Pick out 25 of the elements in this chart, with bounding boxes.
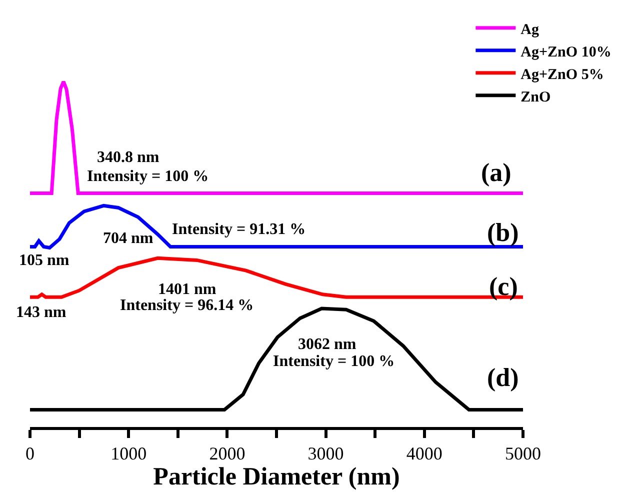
annotation: Intensity = 100 % <box>273 353 395 370</box>
legend-label: ZnO <box>520 89 551 106</box>
annotation: Intensity = 91.31 % <box>172 221 306 238</box>
x-tick-label: 1000 <box>110 444 147 464</box>
x-tick-label: 3000 <box>308 444 344 464</box>
annotation: 340.8 nm <box>97 149 160 166</box>
legend-label: Ag+ZnO 5% <box>520 66 604 83</box>
annotation: (a) <box>481 158 512 187</box>
x-tick-label: 0 <box>26 444 34 464</box>
annotation: (b) <box>487 218 519 247</box>
legend-label: Ag+ZnO 10% <box>520 44 612 60</box>
annotation: Intensity = 96.14 % <box>120 297 254 314</box>
annotation: 143 nm <box>16 304 67 321</box>
annotation: 105 nm <box>19 252 70 269</box>
annotation: (c) <box>489 272 518 301</box>
annotation: (d) <box>487 363 519 392</box>
annotation: 1401 nm <box>158 281 217 298</box>
x-axis-title: Particle Diameter (nm) <box>153 464 400 491</box>
x-tick-label: 5000 <box>505 444 541 464</box>
annotation: Intensity = 100 % <box>87 168 209 185</box>
annotation: 704 nm <box>103 230 154 247</box>
legend-label: Ag <box>520 22 540 38</box>
annotation: 3062 nm <box>298 336 357 353</box>
x-tick-label: 4000 <box>406 444 442 464</box>
x-tick-label: 2000 <box>209 444 246 464</box>
